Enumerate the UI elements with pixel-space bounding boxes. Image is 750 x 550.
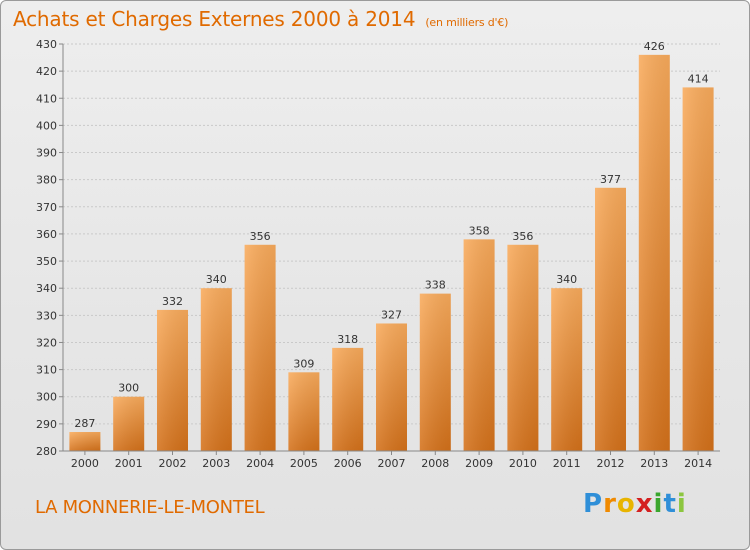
- data-label: 309: [293, 357, 314, 370]
- data-label: 332: [162, 295, 183, 308]
- data-label: 414: [688, 72, 709, 85]
- bar-shade: [69, 432, 101, 451]
- x-tick-label: 2002: [159, 457, 187, 470]
- x-tick-label: 2012: [597, 457, 625, 470]
- data-label: 356: [250, 230, 271, 243]
- x-tick-label: 2003: [202, 457, 230, 470]
- y-tick-label: 300: [36, 391, 57, 404]
- y-tick-label: 330: [36, 309, 57, 322]
- data-label: 377: [600, 173, 621, 186]
- bar-shade: [157, 309, 188, 451]
- logo-letter: P: [583, 489, 604, 519]
- x-tick-label: 2004: [246, 457, 274, 470]
- bar-shade: [507, 244, 539, 451]
- y-tick-label: 340: [36, 282, 57, 295]
- data-label: 356: [512, 230, 533, 243]
- bar-shade: [200, 288, 232, 451]
- y-tick-label: 360: [36, 228, 57, 241]
- bar-shade: [463, 239, 495, 451]
- data-labels: 287 300 332 340 356 309 318 327 338 358 356 340 377 4…: [74, 40, 708, 430]
- x-tick-label: 2010: [509, 457, 537, 470]
- y-tick-label: 290: [36, 418, 57, 431]
- x-tick-label: 2000: [71, 457, 99, 470]
- x-tick-label: 2007: [378, 457, 406, 470]
- data-label: 340: [206, 273, 227, 286]
- bar-shade: [113, 396, 145, 451]
- y-tick-label: 400: [36, 119, 57, 132]
- y-tick-label: 320: [36, 336, 57, 349]
- chart-title: Achats et Charges Externes 2000 à 2014 (e…: [13, 7, 508, 31]
- y-tick-label: 310: [36, 364, 57, 377]
- y-tick-label: 420: [36, 65, 57, 78]
- data-label: 287: [74, 417, 95, 430]
- data-label: 340: [556, 273, 577, 286]
- x-tick-label: 2011: [553, 457, 581, 470]
- chart-subtitle: (en milliers d'€): [425, 16, 509, 29]
- logo-letter: r: [603, 489, 617, 519]
- bars: [69, 54, 714, 451]
- y-tick-label: 410: [36, 92, 57, 105]
- bar-shade: [638, 54, 670, 451]
- chart-title-text: Achats et Charges Externes 2000 à 2014: [13, 7, 416, 31]
- logo-letter: i: [653, 489, 664, 519]
- bar-shade: [332, 347, 364, 451]
- town-name: LA MONNERIE-LE-MONTEL: [35, 497, 265, 518]
- bar-shade: [419, 293, 451, 451]
- bar-shade: [682, 87, 714, 451]
- x-tick-label: 2014: [684, 457, 712, 470]
- x-tick-label: 2009: [465, 457, 493, 470]
- logo-letter: o: [616, 489, 636, 519]
- x-tick-label: 2001: [115, 457, 143, 470]
- data-label: 338: [425, 279, 446, 292]
- logo-letter: i: [676, 489, 687, 519]
- bar-shade: [244, 244, 276, 451]
- x-tick-label: 2008: [421, 457, 449, 470]
- data-label: 426: [644, 40, 665, 53]
- y-tick-label: 350: [36, 255, 57, 268]
- y-tick-label: 280: [36, 445, 57, 458]
- logo-letter: x: [635, 489, 654, 519]
- data-label: 318: [337, 333, 358, 346]
- data-label: 300: [118, 382, 139, 395]
- bar-shade: [376, 323, 407, 451]
- data-label: 358: [469, 224, 490, 237]
- bar-shade: [595, 187, 626, 451]
- x-tick-label: 2006: [334, 457, 362, 470]
- bar-shade: [551, 288, 583, 451]
- x-tick-label: 2005: [290, 457, 318, 470]
- y-tick-label: 390: [36, 147, 57, 160]
- y-tick-label: 430: [36, 38, 57, 51]
- logo-letter: t: [663, 489, 677, 519]
- proxiti-logo: Proxiti: [583, 489, 687, 519]
- data-label: 327: [381, 308, 402, 321]
- y-tick-label: 370: [36, 201, 57, 214]
- x-tick-label: 2013: [640, 457, 668, 470]
- bar-shade: [288, 372, 320, 451]
- x-axis-ticks: 2000 2001 2002 2003 2004 2005 2006 2007 2008 2009…: [71, 451, 712, 470]
- y-tick-label: 380: [36, 174, 57, 187]
- y-axis-ticks: 280 290 300 310 320 330 340 350 360 370 380 390 400 4…: [36, 38, 57, 458]
